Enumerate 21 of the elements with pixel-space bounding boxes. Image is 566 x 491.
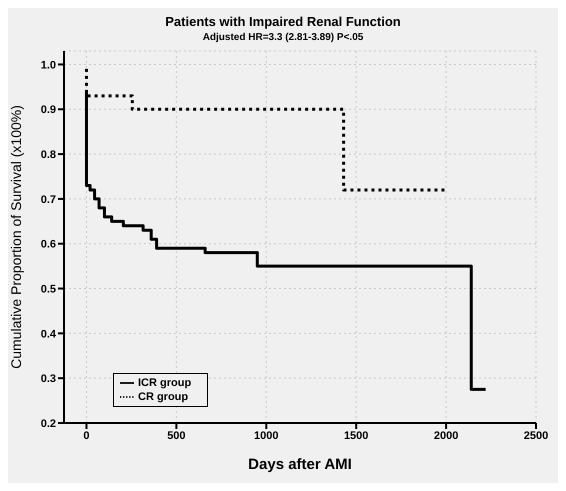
x-axis-title: Days after AMI [248, 456, 352, 473]
legend-label: CR group [138, 390, 188, 403]
x-tick-label: 2000 [434, 430, 458, 442]
chart-title: Patients with Impaired Renal Function [164, 13, 402, 29]
y-tick-label: 1.0 [40, 59, 56, 72]
x-tick-label: 0 [83, 430, 90, 442]
y-tick-label: 0.9 [40, 104, 56, 116]
legend-label: ICR group [138, 376, 192, 389]
y-tick-label: 0.2 [40, 418, 56, 430]
x-tick-label: 2500 [524, 430, 548, 442]
x-tick-label: 1000 [254, 430, 279, 442]
y-tick-label: 0.7 [40, 194, 56, 206]
y-axis-title: Cumulative Proportion of Survival (x100%) [8, 105, 24, 369]
y-tick-label: 0.5 [40, 283, 56, 296]
y-tick-label: 0.3 [40, 373, 56, 386]
y-tick-label: 0.4 [40, 328, 57, 340]
y-tick-label: 0.6 [40, 238, 56, 251]
x-tick-label: 1500 [344, 430, 368, 442]
x-tick-label: 500 [167, 430, 186, 442]
chart-subtitle: Adjusted HR=3.3 (2.81-3.89) P<.05 [202, 32, 364, 43]
y-tick-label: 0.8 [40, 148, 56, 161]
